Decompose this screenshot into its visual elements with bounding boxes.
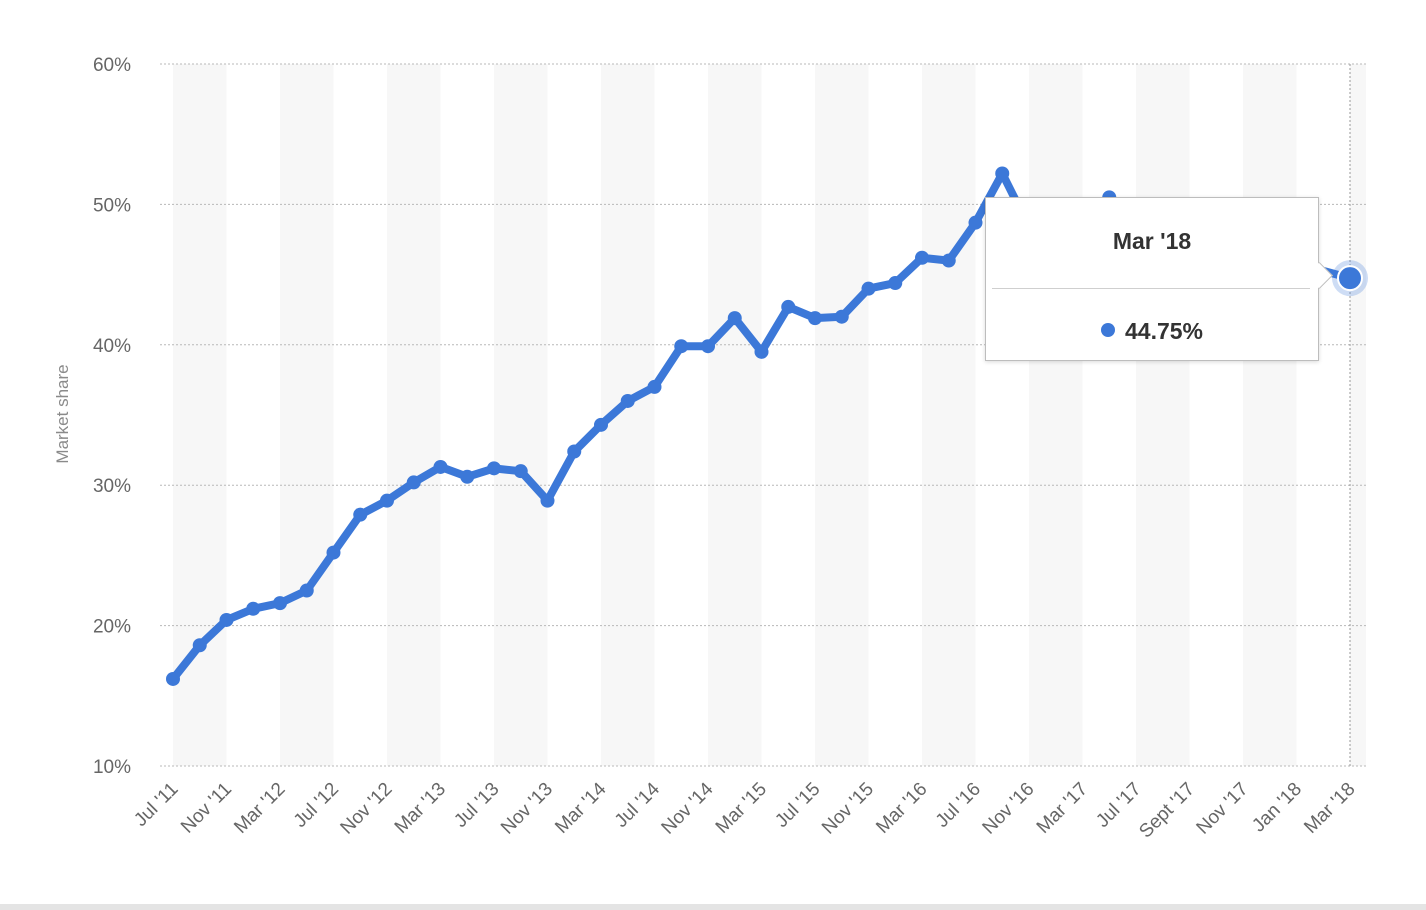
data-point[interactable] xyxy=(487,461,501,476)
plot-band xyxy=(1243,64,1297,766)
data-point[interactable] xyxy=(861,281,876,296)
data-point[interactable] xyxy=(273,596,287,611)
tooltip-title: Mar '18 xyxy=(1112,228,1192,254)
tooltip: Mar '18 44.75% xyxy=(985,197,1333,361)
y-tick-labels: 10% 20% 30% 40% 50% 60% xyxy=(93,55,131,778)
data-point[interactable] xyxy=(674,339,689,354)
data-point[interactable] xyxy=(380,493,394,508)
y-tick-label: 60% xyxy=(93,55,131,76)
data-point[interactable] xyxy=(326,545,341,560)
footer-bar xyxy=(0,904,1426,910)
x-tick-label: Mar '13 xyxy=(391,779,450,838)
data-point[interactable] xyxy=(647,379,662,394)
y-tick-label: 30% xyxy=(93,476,131,497)
x-tick-label: Jul '15 xyxy=(771,779,824,832)
x-tick-label: Mar '15 xyxy=(712,779,771,838)
data-point[interactable] xyxy=(192,638,207,653)
x-tick-label: Mar '14 xyxy=(551,778,611,838)
x-tick-label: Sept '17 xyxy=(1135,779,1199,843)
data-point[interactable] xyxy=(620,393,635,408)
x-tick-label: Jul '11 xyxy=(130,779,182,831)
x-tick-label: Nov '16 xyxy=(979,779,1039,839)
x-tick-label: Jan '18 xyxy=(1248,779,1306,837)
data-point[interactable] xyxy=(433,459,448,474)
tooltip-value-row: 44.75% xyxy=(986,318,1318,345)
data-point[interactable] xyxy=(299,583,314,598)
plot-band xyxy=(1136,64,1190,766)
data-point[interactable] xyxy=(941,253,956,268)
data-point[interactable] xyxy=(727,311,742,326)
x-tick-label: Nov '11 xyxy=(177,779,236,838)
x-tick-label: Mar '18 xyxy=(1300,779,1359,838)
x-tick-label: Nov '17 xyxy=(1193,779,1253,839)
data-point[interactable] xyxy=(968,215,983,230)
x-tick-label: Nov '13 xyxy=(497,779,557,839)
highlight-point[interactable] xyxy=(1337,265,1363,292)
x-tick-label: Mar '16 xyxy=(872,779,931,838)
plot-band xyxy=(494,64,548,766)
y-tick-label: 20% xyxy=(93,617,131,638)
data-point[interactable] xyxy=(701,339,715,354)
data-point[interactable] xyxy=(246,601,261,616)
x-tick-label: Nov '14 xyxy=(658,778,718,838)
data-point[interactable] xyxy=(166,671,180,686)
plot-band xyxy=(922,64,976,766)
plot-band xyxy=(708,64,762,766)
x-tick-label: Nov '12 xyxy=(337,779,397,839)
data-point[interactable] xyxy=(754,344,769,359)
data-point[interactable] xyxy=(888,276,903,291)
x-tick-label: Nov '15 xyxy=(818,779,878,839)
data-point[interactable] xyxy=(513,464,528,479)
x-tick-label: Jul '12 xyxy=(290,779,343,832)
alternating-bands xyxy=(173,64,1366,766)
data-point[interactable] xyxy=(781,299,796,314)
y-axis-title: Market share xyxy=(53,364,72,463)
data-point[interactable] xyxy=(460,469,475,484)
plot-band xyxy=(280,64,334,766)
x-tick-label: Mar '12 xyxy=(230,779,289,838)
plot-band xyxy=(387,64,441,766)
data-point[interactable] xyxy=(808,311,822,326)
highlighted-point[interactable] xyxy=(1332,260,1368,297)
data-point[interactable] xyxy=(540,493,555,508)
data-point[interactable] xyxy=(834,309,849,324)
y-tick-label: 50% xyxy=(93,195,131,216)
data-point[interactable] xyxy=(995,166,1010,181)
data-point[interactable] xyxy=(915,250,929,265)
plot-band xyxy=(173,64,227,766)
data-point[interactable] xyxy=(567,444,582,459)
tooltip-value: 44.75% xyxy=(1124,318,1203,344)
y-tick-label: 40% xyxy=(93,336,131,357)
data-point[interactable] xyxy=(353,507,368,522)
x-tick-label: Mar '17 xyxy=(1033,779,1092,838)
x-tick-label: Jul '13 xyxy=(450,779,503,832)
tooltip-divider xyxy=(992,288,1310,289)
y-tick-label: 10% xyxy=(93,757,131,778)
plot-band xyxy=(1029,64,1083,766)
tooltip-series-dot-icon xyxy=(1100,323,1115,337)
x-tick-label: Jul '16 xyxy=(932,779,985,832)
plot-band xyxy=(1350,64,1366,766)
data-point[interactable] xyxy=(406,475,421,490)
data-point[interactable] xyxy=(219,612,234,627)
data-point[interactable] xyxy=(594,417,608,432)
plot-band xyxy=(815,64,869,766)
